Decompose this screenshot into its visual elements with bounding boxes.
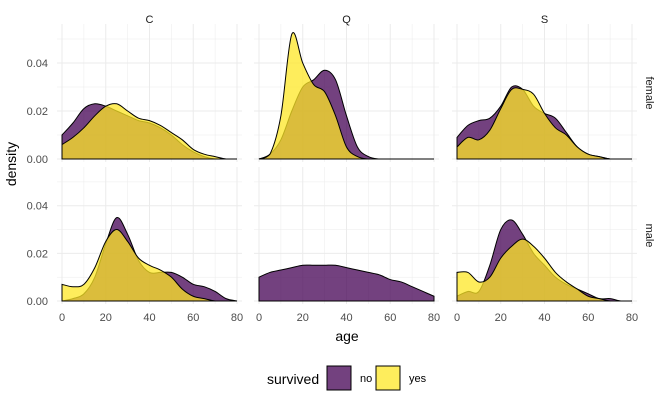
x-tick-label: 20 [297,312,309,324]
density-area-yes-C-female [61,103,237,160]
x-tick-label: 20 [100,312,112,324]
chart-panels: 0.00 0.02 0.04 0.00 0.02 0.04 0 20 40 60 80 0 20 40 60… [27,24,638,324]
x-tick-label: 40 [340,312,352,324]
y-tick-label: 0.02 [27,248,48,260]
legend-label-no: no [360,373,372,385]
legend-key-no [326,365,352,391]
facet-strip-S: S [541,14,548,26]
x-tick-label: 20 [495,312,507,324]
facet-strip-male: male [643,224,655,248]
x-tick-label: 60 [187,312,199,324]
y-axis-title: density [3,142,19,186]
x-tick-label: 60 [582,312,594,324]
x-axis-title: age [335,328,359,344]
x-tick-label: 0 [59,312,65,324]
x-tick-label: 60 [384,312,396,324]
x-tick-label: 80 [428,312,440,324]
y-tick-label: 0.02 [27,106,48,118]
y-tick-label: 0.00 [27,296,48,308]
x-tick-label: 40 [538,312,550,324]
x-tick-label: 0 [454,312,460,324]
density-area-yes-C-male [61,229,237,302]
facet-strip-Q: Q [342,14,351,26]
y-tick-label: 0.04 [27,58,48,70]
y-tick-label: 0.00 [27,154,48,166]
facet-strip-C: C [146,14,154,26]
x-tick-label: 0 [256,312,262,324]
density-area-yes-Q-female [258,32,434,160]
y-tick-label: 0.04 [27,201,48,213]
facet-strip-female: female [643,76,655,109]
density-area-yes-S-male [456,238,632,302]
x-tick-label: 40 [143,312,155,324]
density-area-no-Q-male [258,264,435,302]
legend-label-yes: yes [409,373,427,385]
legend-title: survived [267,371,319,387]
legend: survived no yes [267,365,427,391]
x-tick-label: 80 [626,312,638,324]
legend-key-yes [375,365,401,391]
x-tick-label: 80 [231,312,243,324]
density-area-yes-S-female [456,87,632,160]
